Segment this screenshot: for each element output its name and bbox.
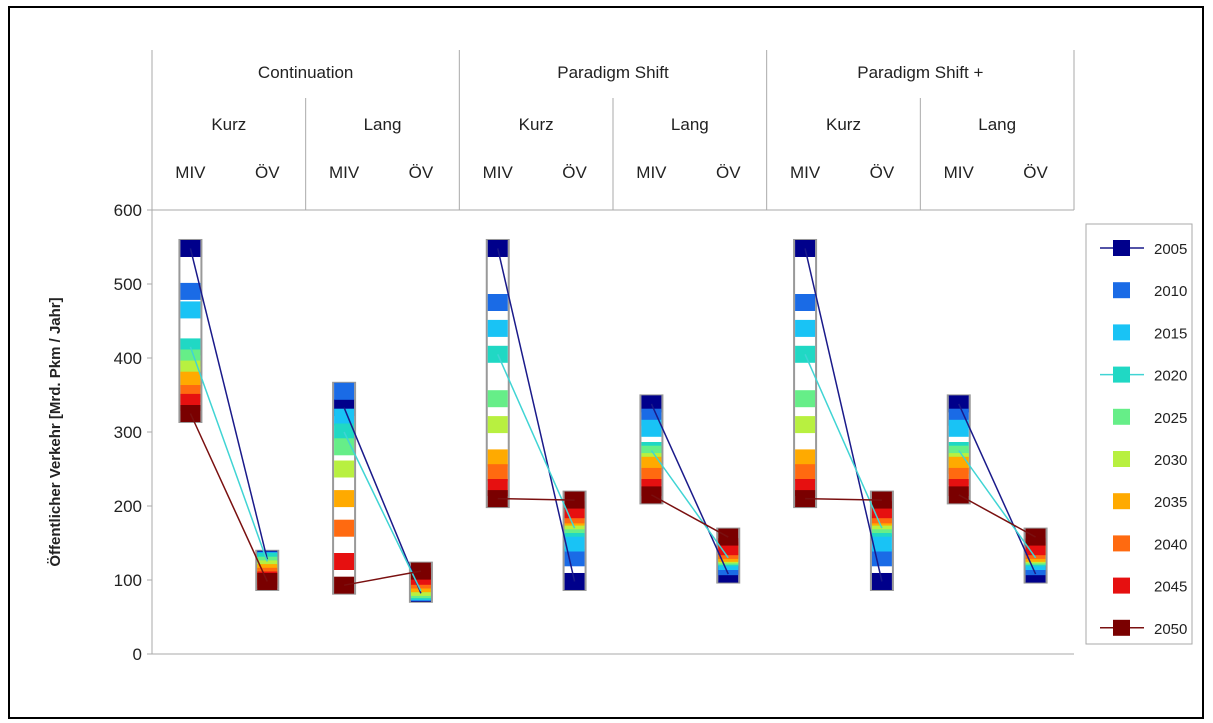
legend-label: 2005 — [1154, 241, 1187, 258]
legend-label: 2035 — [1154, 494, 1187, 511]
year-connector-line — [650, 403, 729, 575]
mode-label: ÖV — [870, 163, 895, 182]
year-segment — [334, 382, 355, 400]
year-connector-line — [958, 450, 1037, 559]
year-connector-line — [189, 346, 268, 562]
year-segment — [487, 294, 508, 311]
year-connector-line — [651, 494, 729, 538]
legend-swatch — [1113, 366, 1130, 383]
year-segment — [487, 449, 508, 467]
legend-swatch — [1113, 577, 1130, 594]
year-segment — [871, 534, 892, 552]
horizon-label: Lang — [364, 115, 402, 134]
year-connector-line — [650, 450, 729, 559]
scenario-label: Continuation — [258, 63, 353, 82]
y-tick-label: 400 — [114, 349, 142, 368]
year-segment — [180, 301, 201, 319]
year-segment — [641, 419, 662, 437]
year-segment — [334, 553, 355, 570]
year-segment — [487, 390, 508, 408]
horizon-label: Kurz — [211, 115, 246, 134]
y-axis-label: Öffentlicher Verkehr [Mrd. Pkm / Jahr] — [47, 297, 64, 566]
legend-swatch — [1113, 408, 1130, 425]
legend-label: 2040 — [1154, 536, 1187, 553]
legend-swatch — [1113, 282, 1130, 299]
mode-label: ÖV — [409, 163, 434, 182]
horizon-label: Kurz — [826, 115, 861, 134]
year-segment — [487, 464, 508, 482]
year-segment — [487, 319, 508, 337]
year-connector-line — [343, 570, 422, 586]
year-segment — [334, 460, 355, 478]
year-connector-line — [189, 413, 268, 582]
legend-swatch — [1113, 535, 1130, 552]
legend-swatch — [1113, 451, 1130, 467]
legend-label: 2010 — [1154, 283, 1187, 300]
year-connector-line — [497, 497, 575, 501]
legend-box — [1085, 223, 1193, 645]
year-segment — [334, 490, 355, 508]
year-segment — [564, 534, 585, 552]
legend-swatch — [1113, 493, 1130, 510]
legend-label: 2015 — [1154, 325, 1187, 342]
legend-label: 2025 — [1154, 410, 1187, 427]
mode-label: MIV — [175, 163, 206, 182]
year-segment — [795, 464, 816, 482]
y-tick-label: 0 — [133, 645, 142, 664]
scenario-label: Paradigm Shift + — [857, 63, 983, 82]
legend-label: 2045 — [1154, 579, 1187, 596]
mode-label: ÖV — [255, 163, 280, 182]
year-connector-line — [497, 248, 576, 582]
year-segment — [487, 416, 508, 434]
year-segment — [795, 239, 816, 257]
year-segment — [795, 319, 816, 337]
mode-label: MIV — [329, 163, 360, 182]
horizon-label: Lang — [671, 115, 709, 134]
mode-label: ÖV — [1023, 163, 1048, 182]
y-tick-label: 300 — [114, 423, 142, 442]
chart-svg: Continuation Paradigm Shift Paradigm Shift… — [47, 50, 1193, 664]
legend-swatch — [1113, 619, 1130, 636]
year-connector-line — [343, 407, 422, 594]
year-segment — [180, 371, 201, 389]
year-segment — [795, 294, 816, 311]
year-connector-line — [343, 431, 422, 592]
legend-label: 2050 — [1154, 621, 1187, 638]
legend-label: 2020 — [1154, 368, 1187, 385]
y-tick-label: 100 — [114, 571, 142, 590]
year-connector-line — [958, 494, 1036, 538]
y-tick-label: 500 — [114, 275, 142, 294]
mode-label: MIV — [636, 163, 667, 182]
year-connector-line — [958, 403, 1037, 575]
horizon-label: Lang — [978, 115, 1016, 134]
mode-label: ÖV — [716, 163, 741, 182]
year-connector-line — [189, 248, 268, 560]
year-segment — [795, 390, 816, 408]
scenario-label: Paradigm Shift — [557, 63, 669, 82]
year-segment — [180, 239, 201, 257]
year-segment — [795, 449, 816, 467]
legend-label: 2030 — [1154, 452, 1187, 469]
legend-swatch — [1113, 240, 1130, 256]
year-connector-line — [804, 248, 883, 582]
year-connector-line — [805, 497, 882, 501]
chart-frame: Continuation Paradigm Shift Paradigm Shift… — [8, 6, 1204, 719]
year-segment — [180, 282, 201, 300]
mode-label: MIV — [790, 163, 821, 182]
mode-label: MIV — [483, 163, 514, 182]
mode-label: MIV — [944, 163, 975, 182]
year-segment — [487, 239, 508, 257]
year-segment — [795, 416, 816, 434]
y-tick-label: 200 — [114, 497, 142, 516]
legend-swatch — [1113, 324, 1130, 341]
horizon-label: Kurz — [519, 115, 554, 134]
year-segment — [334, 519, 355, 537]
year-segment — [948, 419, 969, 437]
y-tick-label: 600 — [114, 201, 142, 220]
mode-label: ÖV — [562, 163, 587, 182]
